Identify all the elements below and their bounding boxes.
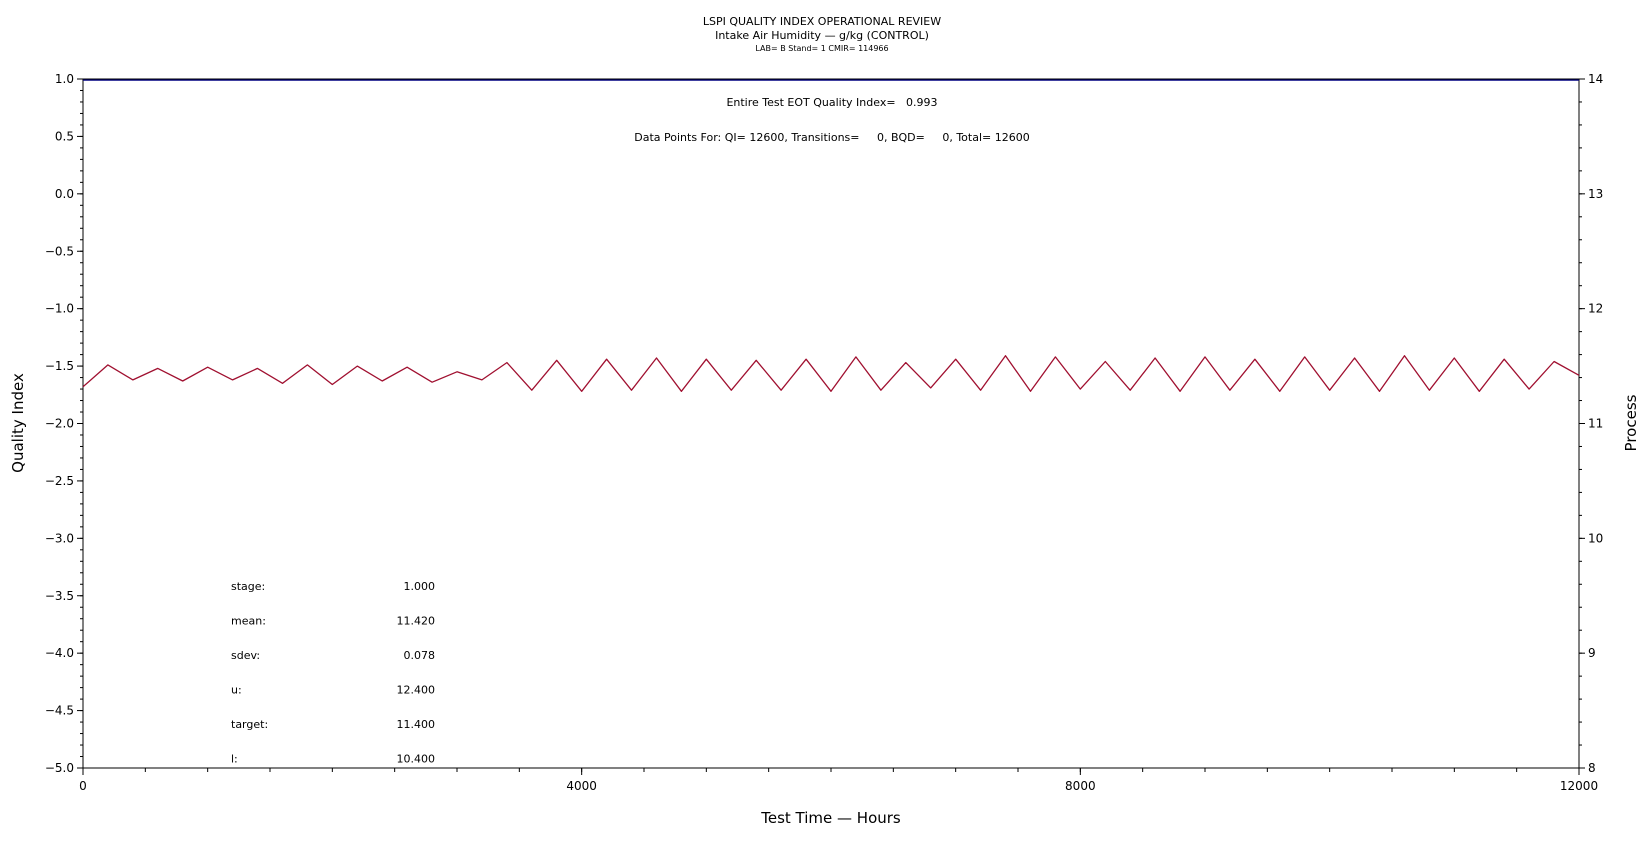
stat-label: target:: [231, 718, 268, 731]
y2-tick-label: 12: [1588, 302, 1603, 316]
stat-label: stage:: [231, 580, 265, 593]
chart-subtitle: Intake Air Humidity — g/kg (CONTROL): [715, 29, 929, 42]
y-tick-label: −4.5: [45, 704, 74, 718]
annotation-qi: Entire Test EOT Quality Index= 0.993: [726, 96, 937, 109]
y-tick-label: −1.0: [45, 302, 74, 316]
y2-tick-label: 11: [1588, 417, 1603, 431]
y-tick-label: −2.0: [45, 417, 74, 431]
y-tick-label: −0.5: [45, 244, 74, 258]
stats-table: stage: 1.000 mean: 11.420 sdev: 0.078 u: 12.400…: [231, 580, 435, 766]
y-tick-label: −2.5: [45, 474, 74, 488]
y-axis-label: Quality Index: [9, 373, 27, 473]
series-layer: [82, 79, 1580, 392]
x-tick-label: 4000: [566, 779, 597, 793]
stat-label: mean:: [231, 615, 266, 628]
y-tick-label: −3.5: [45, 589, 74, 603]
y2-axis-label: Process: [1622, 394, 1640, 451]
axis-ticks: 1.0 0.5 0.0 −0.5 −1.0 −1.5 −2.0 −2.5 −3.0 −3.5 −4.…: [45, 72, 1603, 793]
stat-value: 1.000: [404, 580, 436, 593]
stat-value: 11.420: [397, 615, 436, 628]
y2-tick-label: 14: [1588, 72, 1603, 86]
y2-tick-label: 9: [1588, 646, 1596, 660]
x-tick-label: 8000: [1065, 779, 1096, 793]
y2-tick-label: 13: [1588, 187, 1603, 201]
plot-frame: [82, 78, 1580, 769]
y2-tick-label: 8: [1588, 761, 1596, 775]
chart-title: LSPI QUALITY INDEX OPERATIONAL REVIEW: [703, 15, 941, 28]
stat-label: l:: [231, 753, 238, 766]
stat-value: 10.400: [397, 753, 436, 766]
annotation-points: Data Points For: QI= 12600, Transitions=…: [634, 131, 1029, 144]
x-tick-label: 0: [79, 779, 87, 793]
y-tick-label: −5.0: [45, 761, 74, 775]
x-tick-label: 12000: [1560, 779, 1598, 793]
y-tick-label: 1.0: [55, 72, 74, 86]
y2-tick-label: 10: [1588, 531, 1603, 545]
series-line: [82, 355, 1580, 392]
y-tick-label: 0.0: [55, 187, 74, 201]
stat-value: 0.078: [404, 649, 436, 662]
y-tick-label: −4.0: [45, 646, 74, 660]
stat-label: u:: [231, 684, 242, 697]
x-axis-label: Test Time — Hours: [760, 809, 901, 827]
stat-value: 12.400: [397, 684, 436, 697]
y-tick-label: 0.5: [55, 129, 74, 143]
y-tick-label: −1.5: [45, 359, 74, 373]
stat-value: 11.400: [397, 718, 436, 731]
stat-label: sdev:: [231, 649, 260, 662]
chart-subtitle2: LAB= B Stand= 1 CMIR= 114966: [755, 44, 888, 53]
y-tick-label: −3.0: [45, 531, 74, 545]
